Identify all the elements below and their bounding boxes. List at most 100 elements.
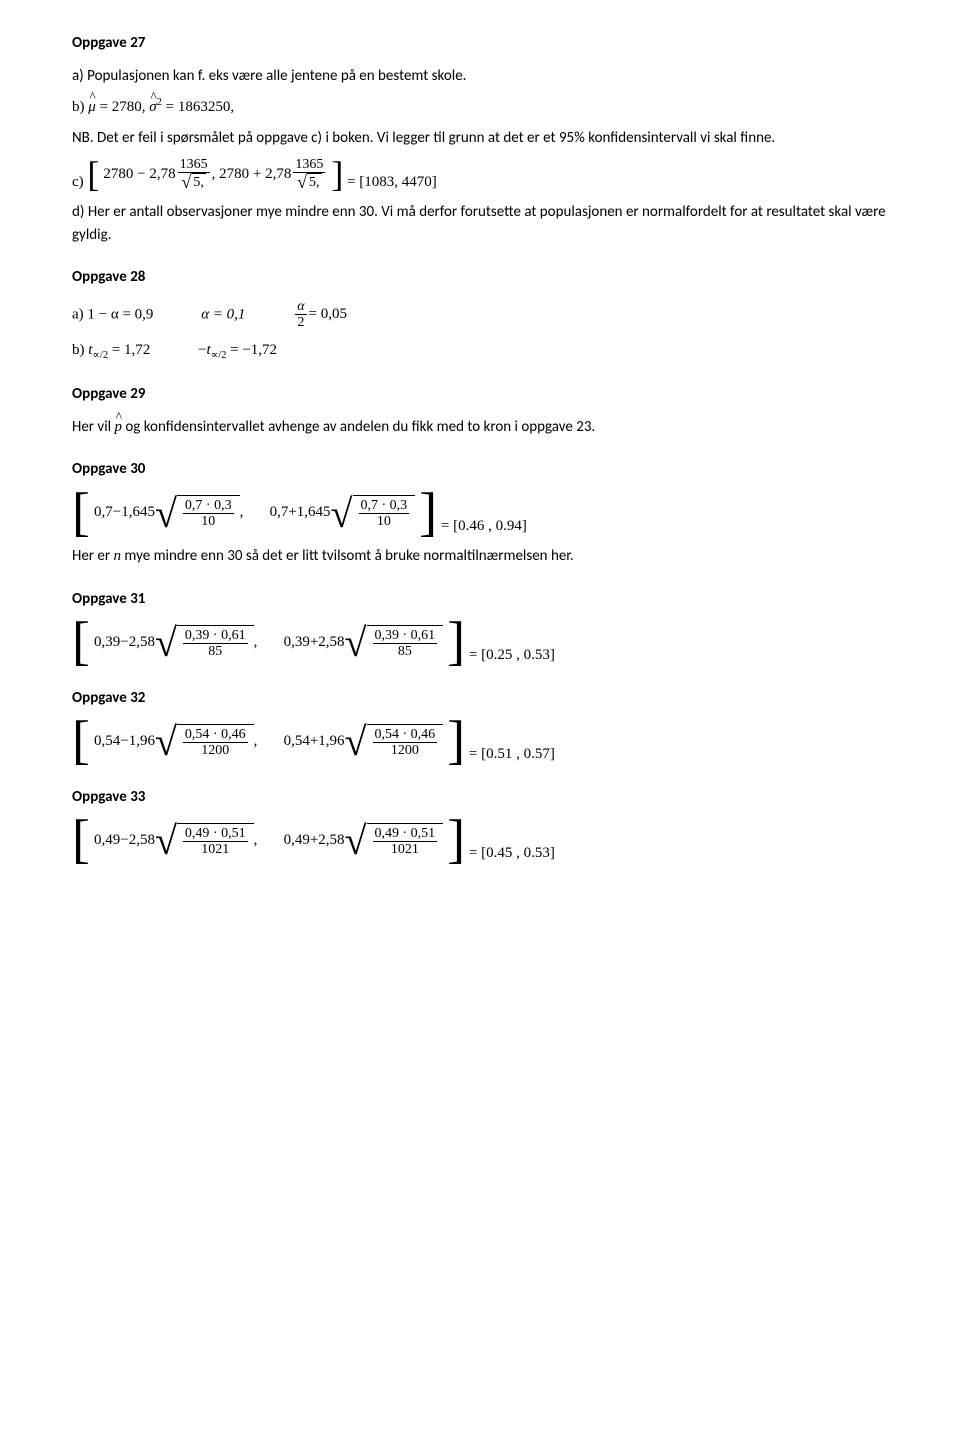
ci33-sqrt1: √ 0,49 · 0,51 1021 — [155, 823, 254, 858]
ci32-frac2: 0,54 · 0,46 1200 — [373, 727, 438, 759]
ci33-plus: + — [310, 829, 318, 852]
ci32-bracket: [ 0,54 − 1,96 √ 0,54 · 0,46 1200 , 0,54 — [72, 719, 465, 762]
ci33-minus: − — [120, 829, 128, 852]
ci31-frac2: 0,39 · 0,61 85 — [373, 628, 438, 660]
p27c-sqrt1: √5, — [181, 173, 205, 191]
p28a-frac-den: 2 — [295, 315, 306, 330]
ci31-sqrt2: √ 0,39 · 0,61 85 — [345, 625, 444, 660]
ci30-minus: − — [113, 501, 121, 524]
ci32-inner: 0,54 − 1,96 √ 0,54 · 0,46 1200 , 0,54 + … — [90, 724, 447, 759]
ci32-z1: 1,96 — [129, 730, 155, 753]
heading-31: Oppgave 31 — [72, 588, 888, 611]
ci33-lb: [ — [72, 818, 90, 861]
p28a-3-eq: = 0,05 — [309, 303, 347, 326]
ci32-frac1: 0,54 · 0,46 1200 — [183, 727, 248, 759]
heading-33: Oppgave 33 — [72, 786, 888, 809]
ci31-z2: 2,58 — [318, 631, 344, 654]
p28b-sub1: ∝/2 — [92, 350, 108, 361]
ci30-plus: + — [288, 501, 296, 524]
ci31-frac1-den: 85 — [206, 644, 224, 659]
ci32-frac2-den: 1200 — [389, 743, 421, 758]
ci32-frac2-num: 0,54 · 0,46 — [373, 727, 438, 743]
p28b-2-pre: − — [198, 342, 206, 358]
ci31-sqrt1: √ 0,39 · 0,61 85 — [155, 625, 254, 660]
ci30-eq: = — [441, 518, 453, 534]
ci31-phat1: 0,39 — [94, 631, 120, 654]
p27a: a) Populasjonen kan f. eks være alle jen… — [72, 65, 888, 88]
ci31-rb: ] — [447, 620, 465, 663]
p27d: d) Her er antall observasjoner mye mindr… — [72, 201, 888, 246]
ci31-plus: + — [310, 631, 318, 654]
ci32-rb: ] — [447, 719, 465, 762]
ci33-result: [0.45 , 0.53] — [481, 845, 555, 861]
p28a-1: a) 1 − α = 0,9 — [72, 306, 153, 322]
p27c-inner: 2780 − 2,78 1365 √5, , 2780 + 2,78 1365 … — [99, 157, 331, 191]
p28b: b) t∝/2 = 1,72 −t∝/2 = −1,72 — [72, 339, 888, 364]
ci30-comma: , — [240, 501, 270, 524]
ci33-frac1: 0,49 · 0,51 1021 — [183, 826, 248, 858]
ci31-frac2-den: 85 — [396, 644, 414, 659]
ci30-frac2-num: 0,7 · 0,3 — [359, 498, 410, 514]
p28a-3: α 2 = 0,05 — [293, 299, 347, 331]
ci30-frac1: 0,7 · 0,3 10 — [183, 498, 234, 530]
p27b-mu-val: = 2780, — [96, 99, 149, 115]
ci30-frac2-den: 10 — [375, 514, 393, 529]
p27-nb: NB. Det er feil i spørsmålet på oppgave … — [72, 127, 888, 150]
ci30-frac1-den: 10 — [199, 514, 217, 529]
mu-hat: μ — [88, 96, 96, 119]
sigma-hat: σ — [149, 96, 156, 119]
ci33-eq: = — [469, 845, 481, 861]
ci32: [ 0,54 − 1,96 √ 0,54 · 0,46 1200 , 0,54 — [72, 719, 888, 766]
ci33-frac2-den: 1021 — [389, 842, 421, 857]
p27c-left: 2780 − 2,78 — [103, 163, 175, 186]
ci32-result: [0.51 , 0.57] — [481, 746, 555, 762]
ci30-lb: [ — [72, 491, 90, 534]
ci33-comma: , — [254, 829, 284, 852]
ci33-z2: 2,58 — [318, 829, 344, 852]
heading-32: Oppgave 32 — [72, 687, 888, 710]
p27b-pre: b) — [72, 99, 88, 115]
p28b-1-eq: = 1,72 — [108, 342, 150, 358]
ci31-lb: [ — [72, 620, 90, 663]
p29-pre: Her vil — [72, 418, 114, 436]
ci33-frac2-num: 0,49 · 0,51 — [373, 826, 438, 842]
ci33-bracket: [ 0,49 − 2,58 √ 0,49 · 0,51 1021 , 0,49 — [72, 818, 465, 861]
ci30-frac2: 0,7 · 0,3 10 — [359, 498, 410, 530]
ci32-plus: + — [310, 730, 318, 753]
ci31-inner: 0,39 − 2,58 √ 0,39 · 0,61 85 , 0,39 + 2,… — [90, 625, 447, 660]
p30-note: Her er n mye mindre enn 30 så det er lit… — [72, 545, 888, 568]
ci30-z2: 1,645 — [297, 501, 331, 524]
ci31: [ 0,39 − 2,58 √ 0,39 · 0,61 85 , 0,39 — [72, 620, 888, 667]
p27c-frac1: 1365 √5, — [178, 157, 210, 191]
heading-27: Oppgave 27 — [72, 32, 888, 55]
p27c-pre: c) — [72, 174, 87, 190]
rbracket: ] — [331, 160, 343, 189]
ci31-comma: , — [254, 631, 284, 654]
ci33-phat1: 0,49 — [94, 829, 120, 852]
lbracket: [ — [87, 160, 99, 189]
p27c-bracket: [ 2780 − 2,78 1365 √5, , 2780 + 2,78 136… — [87, 157, 343, 191]
ci33-frac1-den: 1021 — [199, 842, 231, 857]
ci33-frac2: 0,49 · 0,51 1021 — [373, 826, 438, 858]
p27c-frac2-den: √5, — [295, 173, 323, 191]
ci33-sqrt2: √ 0,49 · 0,51 1021 — [345, 823, 444, 858]
p28b-1-pre: b) — [72, 342, 88, 358]
p27c-mid: , 2780 + 2,78 — [212, 163, 292, 186]
p27c-sqrt1-rad: 5, — [191, 173, 206, 191]
ci32-eq: = — [469, 746, 481, 762]
ci32-lb: [ — [72, 719, 90, 762]
ci31-eq: = — [469, 647, 481, 663]
p30-note-post: mye mindre enn 30 så det er litt tvilsom… — [121, 547, 574, 565]
p27c-sqrt2-rad: 5, — [307, 173, 322, 191]
ci32-sqrt1: √ 0,54 · 0,46 1200 — [155, 724, 254, 759]
ci32-z2: 1,96 — [318, 730, 344, 753]
ci31-frac1: 0,39 · 0,61 85 — [183, 628, 248, 660]
ci31-frac2-num: 0,39 · 0,61 — [373, 628, 438, 644]
ci30-phat1: 0,7 — [94, 501, 113, 524]
p27c: c) [ 2780 − 2,78 1365 √5, , 2780 + 2,78 … — [72, 157, 888, 193]
ci32-frac1-num: 0,54 · 0,46 — [183, 727, 248, 743]
ci30-rb: ] — [419, 491, 437, 534]
ci30-result: [0.46 , 0.94] — [453, 518, 527, 534]
ci32-frac1-den: 1200 — [199, 743, 231, 758]
ci33-phat2: 0,49 — [284, 829, 310, 852]
